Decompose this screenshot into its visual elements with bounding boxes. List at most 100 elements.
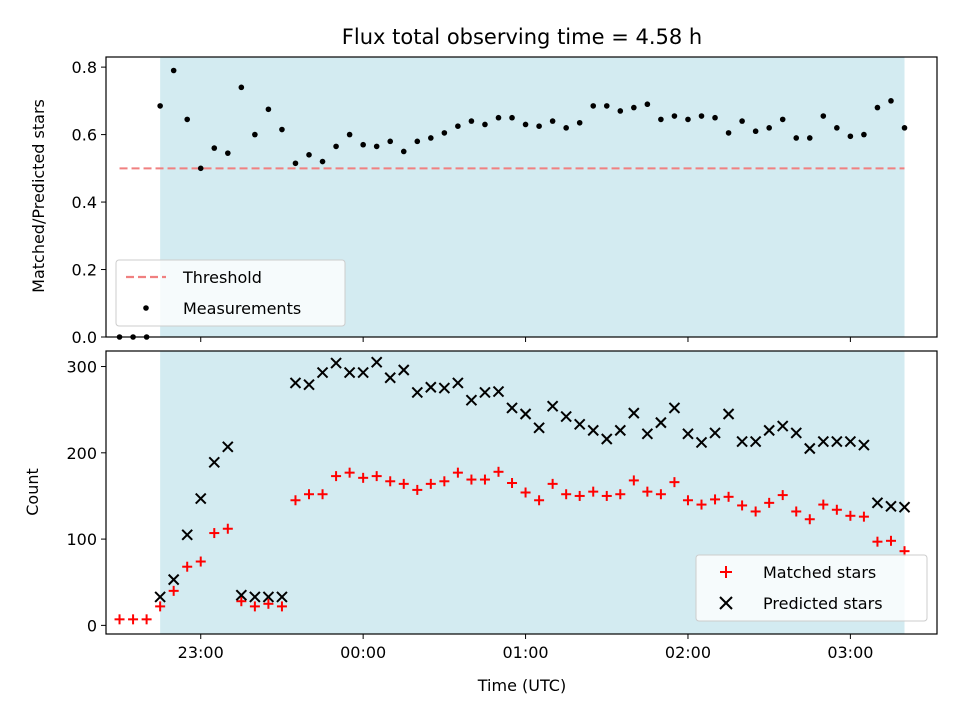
matched-star-point (885, 535, 896, 546)
matched-star-point (520, 487, 531, 498)
measurement-point (671, 113, 678, 119)
measurement-point (576, 119, 583, 126)
measurement-point (252, 131, 258, 138)
predicted-star-point (709, 427, 721, 439)
count-legend-box (695, 554, 928, 622)
predicted-star-point (276, 591, 288, 603)
ratio-y-tick-label: 0.0 (72, 328, 97, 347)
measurement-point (631, 104, 637, 111)
predicted-star-point (438, 382, 451, 394)
matched-star-point (412, 484, 423, 495)
matched-star-point (249, 601, 260, 612)
matched-star-point (128, 614, 139, 625)
predicted-star-point (614, 424, 627, 437)
legend-threshold-label: Threshold (182, 268, 262, 287)
matched-star-point (588, 486, 599, 497)
matched-star-point (791, 506, 802, 517)
predicted-star-point (181, 529, 193, 541)
matched-star-point (114, 614, 125, 625)
measurement-point (563, 125, 569, 131)
count-y-tick-label: 300 (66, 358, 97, 377)
matched-star-point (642, 486, 653, 497)
measurement-point (603, 103, 610, 109)
predicted-star-point (411, 386, 423, 399)
measurement-point (211, 145, 218, 151)
matched-star-point (493, 466, 504, 477)
measurement-point (346, 131, 353, 138)
ratio-axes-frame (105, 56, 938, 338)
ratio-y-ticks: 0.0 0.2 0.4 0.6 0.8 (72, 58, 106, 347)
chart-title: Flux total observing time = 4.58 h (342, 25, 702, 49)
measurement-point (468, 118, 475, 124)
measurement-point (400, 148, 407, 155)
predicted-star-point (479, 386, 491, 399)
matched-star-point (141, 614, 152, 625)
measurement-point (712, 114, 718, 121)
predicted-star-point (777, 420, 789, 432)
predicted-star-point (357, 366, 369, 379)
matched-star-point (358, 472, 369, 483)
matched-star-point (696, 499, 707, 510)
ratio-y-tick-label: 0.2 (72, 261, 97, 280)
ratio-legend-box (115, 259, 346, 327)
measurement-point (306, 152, 312, 158)
count-legend: Matched stars Predicted stars (695, 554, 928, 622)
count-x-ticks: 23:00 00:00 01:00 02:00 03:00 (178, 634, 873, 662)
predicted-star-point (492, 385, 505, 398)
matched-star-point (804, 514, 815, 525)
count-x-tick-label: 00:00 (340, 643, 386, 662)
predicted-star-point (154, 591, 166, 603)
matched-star-point (764, 497, 775, 508)
matched-star-point (507, 478, 518, 489)
predicted-star-point (398, 364, 410, 376)
legend-predicted-swatch (719, 596, 733, 610)
measurement-point (360, 141, 366, 148)
count-x-tick-label: 23:00 (178, 643, 224, 662)
matched-star-point (737, 500, 748, 511)
matched-star-point (615, 489, 626, 500)
measurement-point (509, 114, 515, 121)
predicted-star-point (601, 433, 613, 445)
matched-star-point (168, 585, 179, 596)
measurement-point (441, 130, 448, 136)
matched-star-point (466, 474, 477, 485)
predicted-star-point (898, 501, 911, 513)
measurement-point (617, 108, 624, 114)
predicted-star-point (587, 424, 599, 437)
matched-star-point (574, 490, 585, 501)
matched-star-point (425, 478, 436, 489)
matched-star-point (209, 528, 220, 539)
predicted-star-point (506, 402, 518, 414)
predicted-star-point (343, 366, 356, 379)
measurement-point (739, 118, 745, 124)
measurement-point (387, 138, 394, 145)
matched-star-point (655, 489, 666, 500)
matched-star-point (398, 478, 409, 489)
measurement-point (874, 104, 881, 111)
predicted-star-point (858, 439, 870, 451)
predicted-star-point (641, 428, 654, 440)
count-axes-frame (105, 350, 938, 635)
matched-star-point (534, 495, 545, 506)
ratio-y-tick-label: 0.8 (72, 58, 97, 77)
predicted-star-point (844, 435, 857, 448)
measurement-point (644, 101, 651, 108)
matched-star-point (439, 476, 450, 487)
matched-star-point (547, 478, 558, 489)
measurement-point (847, 133, 854, 140)
count-panel: 0 100 200 300 23:00 00:00 01:00 02:00 03:00 Cou… (23, 350, 938, 695)
matched-star-point (777, 490, 788, 501)
predicted-star-point (330, 357, 342, 369)
measurement-point (373, 143, 380, 150)
count-x-tick-label: 03:00 (827, 643, 873, 662)
predicted-star-point (560, 410, 572, 423)
predicted-star-point (235, 589, 248, 601)
predicted-star-point (682, 428, 694, 440)
predicted-star-point (465, 394, 478, 406)
predicted-star-point (370, 356, 383, 368)
measurement-point (238, 84, 245, 91)
matched-star-point (317, 489, 328, 500)
matched-star-point (858, 511, 869, 522)
matched-star-point (344, 467, 355, 478)
